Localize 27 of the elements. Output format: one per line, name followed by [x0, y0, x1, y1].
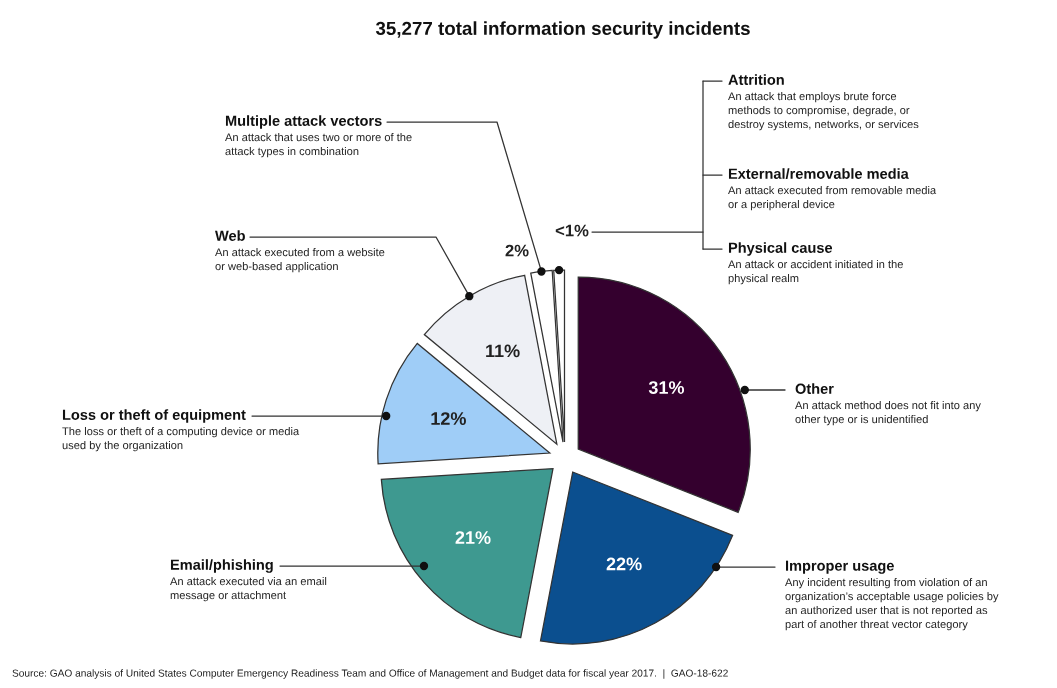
data-label: <1%: [555, 224, 589, 237]
slice-label: Loss or theft of equipment: [62, 409, 246, 423]
text: Any incident resulting from violation of an organization’s acceptable usage policies by an authorized user that is not reported as part of another threat vector category: [785, 578, 999, 631]
data-label: 12%: [431, 412, 466, 425]
data-label: 21%: [455, 531, 491, 544]
slice-label: Other: [795, 383, 834, 394]
chart-title: 35,277 total information security incidents: [375, 21, 750, 39]
text: An attack that employs brute force methods to compromise, degrade, or destroy systems, networks, or services: [728, 92, 919, 131]
text: An attack method does not fit into any other type or is unidentified: [795, 401, 981, 426]
text: Attrition: [728, 74, 784, 85]
text: An attack executed via an email message or attachment: [170, 577, 327, 602]
slice-label: Improper usage: [785, 560, 894, 574]
slice-label: Email/phishing: [170, 559, 273, 573]
slice-label: Multiple attack vectors: [225, 115, 382, 129]
text: An attack executed from a website or web-based application: [215, 248, 385, 273]
text: Physical cause: [728, 242, 833, 256]
text: The loss or theft of a computing device or media used by the organization: [62, 427, 300, 452]
text: An attack that uses two or more of the attack types in combination: [225, 133, 412, 158]
source-note: Source: GAO analysis of United States Computer Emergency Readiness Team and Office of Management and Budget data for fiscal year 2017. | GAO-18-622: [12, 669, 728, 679]
text: External/removable media: [728, 168, 909, 180]
data-label: 2%: [505, 244, 529, 257]
data-label: 31%: [648, 381, 685, 394]
data-label: 22%: [606, 557, 642, 571]
data-label: 11%: [486, 344, 520, 358]
text: An attack executed from removable media or a peripheral device: [728, 186, 937, 211]
text: An attack or accident initiated in the physical realm: [728, 260, 903, 285]
slice-label: Web: [215, 230, 245, 241]
